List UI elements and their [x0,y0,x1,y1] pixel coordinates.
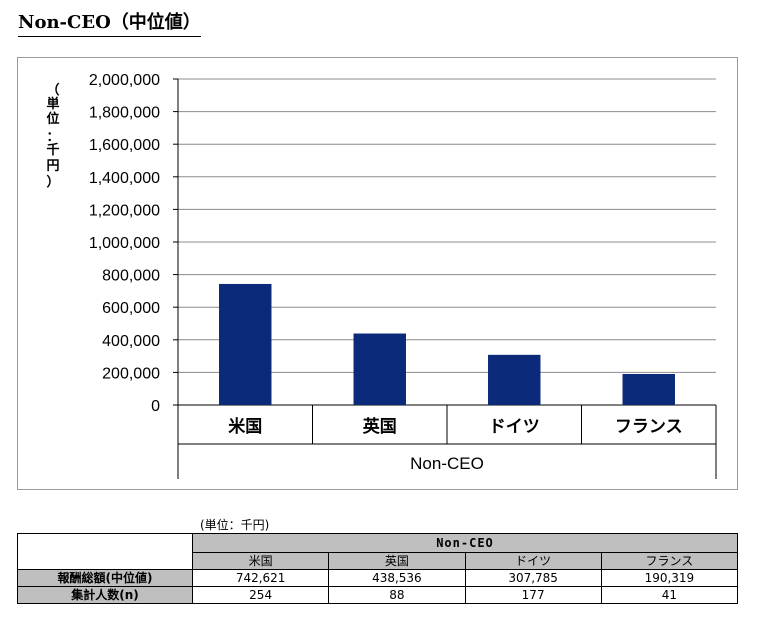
table-cell: 254 [191,586,330,604]
y-tick-label: 1,600,000 [89,137,160,154]
group-label: Non-CEO [410,454,484,473]
category-label: フランス [615,417,683,437]
bar-chart: 0 200,000 400,000 600,000 800,000 1,000,000 1,… [46,72,717,479]
bar [622,373,675,405]
table-row: 報酬総額(中位値) 742,621 438,536 307,785 190,31… [17,569,739,587]
category-label: 米国 [228,416,262,437]
y-axis-label-char: 位 [46,111,59,127]
table-cell: 307,785 [464,569,602,587]
table-cell: 177 [464,586,602,604]
y-axis-label-char: ） [46,174,59,190]
page-title-latin: Non-CEO [18,12,111,33]
y-tick-label: 1,800,000 [89,105,160,122]
y-tick-label: 1,200,000 [89,202,160,219]
table-cell: 742,621 [191,569,330,587]
table-cell: 88 [328,586,466,604]
category-label: 英国 [363,416,397,437]
bar [353,333,406,405]
y-axis-label-char: 千 [46,142,59,158]
y-tick-label: 600,000 [102,300,160,317]
chart-frame: 0 200,000 400,000 600,000 800,000 1,000,000 1,… [17,57,738,490]
table-column-header: フランス [600,552,739,570]
page-title: Non-CEO（中位値） [18,8,201,37]
table-cell: 41 [600,586,739,604]
y-axis-label-char: 単 [46,96,59,112]
page-title-qualifier: （中位値） [110,12,201,33]
table-cell: 438,536 [328,569,466,587]
y-tick-label: 200,000 [102,365,160,382]
table-column-header: ドイツ [464,552,602,570]
table-column-header-row: 米国 英国 ドイツ フランス [18,552,739,570]
table-group-header-row: Non-CEO [17,533,738,570]
table-row: 集計人数(n) 254 88 177 41 [17,586,739,604]
y-axis-label-char: ： [46,130,59,145]
y-tick-label: 0 [151,398,160,415]
bar [488,354,541,405]
summary-table: Non-CEO 米国 英国 ドイツ フランス 報酬総額(中位値) 742,621… [17,533,739,604]
y-tick-label: 1,400,000 [89,170,160,187]
bar [219,283,272,405]
y-tick-label: 400,000 [102,333,160,350]
y-axis-label-char: 円 [46,159,59,174]
table-row-label: 報酬総額(中位値) [17,569,193,587]
table-corner-cell [17,533,193,570]
table-group-header: Non-CEO [192,533,738,553]
y-axis-label-char: （ [46,82,59,98]
table-cell: 190,319 [600,569,739,587]
y-tick-label: 800,000 [102,268,160,285]
table-row-label: 集計人数(n) [17,586,193,604]
table-column-header: 英国 [328,552,466,570]
y-tick-label: 1,000,000 [89,235,160,252]
y-tick-label: 2,000,000 [89,72,160,89]
table-unit-label: (単位：千円) [200,518,270,532]
category-label: ドイツ [489,417,540,437]
table-column-header: 米国 [191,552,330,570]
